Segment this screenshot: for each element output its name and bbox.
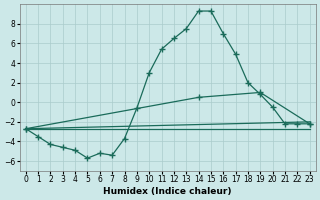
X-axis label: Humidex (Indice chaleur): Humidex (Indice chaleur): [103, 187, 232, 196]
